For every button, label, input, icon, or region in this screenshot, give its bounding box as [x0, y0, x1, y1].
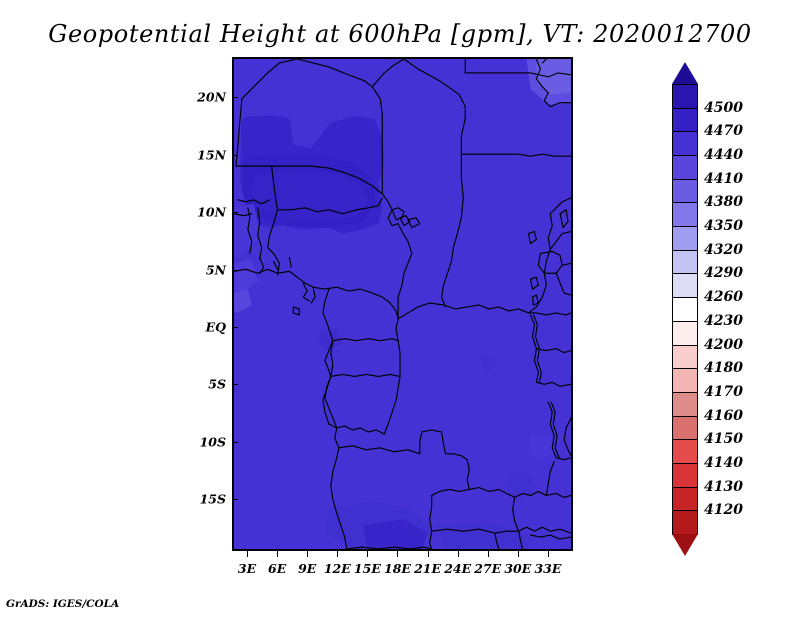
- x-axis-tick: [247, 551, 249, 557]
- y-axis-label: 15S: [199, 491, 226, 507]
- x-axis-label: 3E: [237, 561, 257, 576]
- colorbar-label: 4410: [704, 170, 743, 187]
- colorbar-cell: [672, 297, 698, 323]
- colorbar-label: 4470: [704, 123, 743, 140]
- colorbar-label: 4180: [704, 360, 743, 377]
- x-axis-tick: [337, 551, 339, 557]
- colorbar-cell: [672, 415, 698, 441]
- colorbar: 4500 4470 4440 4410 4380 4350 4320 4290 4260 4230…: [672, 62, 743, 556]
- colorbar-cell: [672, 249, 698, 275]
- colorbar-label: 4230: [704, 312, 743, 329]
- colorbar-cell: [672, 273, 698, 299]
- x-axis-tick: [517, 551, 519, 557]
- colorbar-label: 4200: [704, 336, 743, 353]
- y-axis-label: 5N: [205, 262, 226, 278]
- country-borders-overlay: [234, 59, 571, 549]
- x-axis-label: 18E: [384, 561, 411, 576]
- colorbar-label: 4140: [704, 454, 743, 471]
- x-axis-tick: [367, 551, 369, 557]
- colorbar-cell: [672, 510, 698, 536]
- y-axis-label: 10N: [197, 204, 226, 220]
- colorbar-extend-max: [672, 62, 698, 84]
- x-axis-tick: [307, 551, 309, 557]
- colorbar-label: 4440: [704, 147, 743, 164]
- colorbar-label: 4500: [704, 99, 743, 116]
- y-axis-label: 10S: [199, 434, 226, 450]
- x-axis-tick: [487, 551, 489, 557]
- x-axis-tick: [397, 551, 399, 557]
- y-axis-tick: [232, 326, 238, 328]
- x-axis-tick: [547, 551, 549, 557]
- y-axis-tick: [232, 269, 238, 271]
- x-axis-tick: [277, 551, 279, 557]
- x-axis-label: 9E: [298, 561, 317, 576]
- colorbar-cell: [672, 368, 698, 394]
- colorbar-cell: [672, 344, 698, 370]
- colorbar-cell: [672, 178, 698, 204]
- x-axis-label: 15E: [353, 561, 381, 576]
- colorbar-extend-min: [672, 534, 698, 556]
- colorbar-cell: [672, 226, 698, 252]
- x-axis-label: 21E: [414, 561, 442, 576]
- x-axis-label: 30E: [504, 561, 532, 576]
- x-axis-tick: [427, 551, 429, 557]
- x-axis-label: 6E: [268, 561, 287, 576]
- colorbar-label: 4290: [704, 265, 743, 282]
- x-axis-label: 27E: [474, 561, 502, 576]
- colorbar-cell: [672, 131, 698, 157]
- colorbar-cell: [672, 320, 698, 346]
- x-axis-tick: [457, 551, 459, 557]
- colorbar-label: 4320: [704, 241, 743, 258]
- colorbar-label: 4170: [704, 383, 743, 400]
- y-axis-tick: [232, 441, 238, 443]
- y-axis-tick: [232, 97, 238, 99]
- colorbar-label: 4380: [704, 194, 743, 211]
- x-axis-label: 33E: [534, 561, 562, 576]
- colorbar-cell: [672, 107, 698, 133]
- y-axis-tick: [232, 384, 238, 386]
- colorbar-label: 4130: [704, 478, 743, 495]
- x-axis-label: 12E: [323, 561, 351, 576]
- colorbar-cell: [672, 462, 698, 489]
- y-axis-tick: [232, 154, 238, 156]
- colorbar-label: 4160: [704, 407, 743, 424]
- chart-title: Geopotential Height at 600hPa [gpm], VT:…: [48, 20, 752, 48]
- colorbar-cell: [672, 202, 698, 228]
- y-axis-label: 15N: [197, 147, 226, 163]
- y-axis-tick: [232, 212, 238, 214]
- grads-credit: GrADS: IGES/COLA: [6, 598, 120, 610]
- colorbar-cell: [672, 84, 698, 110]
- colorbar-label: 4260: [704, 289, 743, 306]
- y-axis: 20N 15N 10N 5N EQ 5S 10S 15S: [188, 57, 226, 551]
- colorbar-label: 4120: [704, 502, 743, 519]
- map-plot-area: [232, 57, 573, 551]
- y-axis-label: 20N: [197, 89, 226, 105]
- y-axis-label: 5S: [208, 376, 226, 392]
- colorbar-label: 4150: [704, 431, 743, 448]
- colorbar-cell: [672, 391, 698, 418]
- colorbar-label: 4350: [704, 218, 743, 235]
- y-axis-label: EQ: [205, 319, 226, 335]
- colorbar-cell: [672, 155, 698, 181]
- colorbar-cell: [672, 486, 698, 512]
- y-axis-tick: [232, 499, 238, 501]
- x-axis: 3E 6E 9E 12E 15E 18E 21E 24E 27E 30E 33E: [0, 561, 800, 579]
- x-axis-label: 24E: [444, 561, 472, 576]
- colorbar-cell: [672, 439, 698, 465]
